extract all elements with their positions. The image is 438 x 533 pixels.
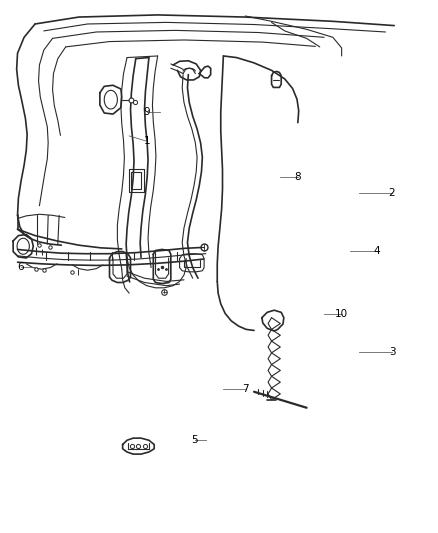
Text: 1: 1	[143, 136, 150, 146]
Text: 8: 8	[294, 172, 301, 182]
Text: 2: 2	[389, 188, 396, 198]
Text: 5: 5	[191, 435, 198, 445]
Text: 6: 6	[18, 262, 25, 271]
Text: 4: 4	[373, 246, 380, 255]
Text: 9: 9	[143, 107, 150, 117]
Text: 3: 3	[389, 347, 396, 357]
Text: 10: 10	[335, 310, 348, 319]
Text: 7: 7	[242, 384, 249, 394]
